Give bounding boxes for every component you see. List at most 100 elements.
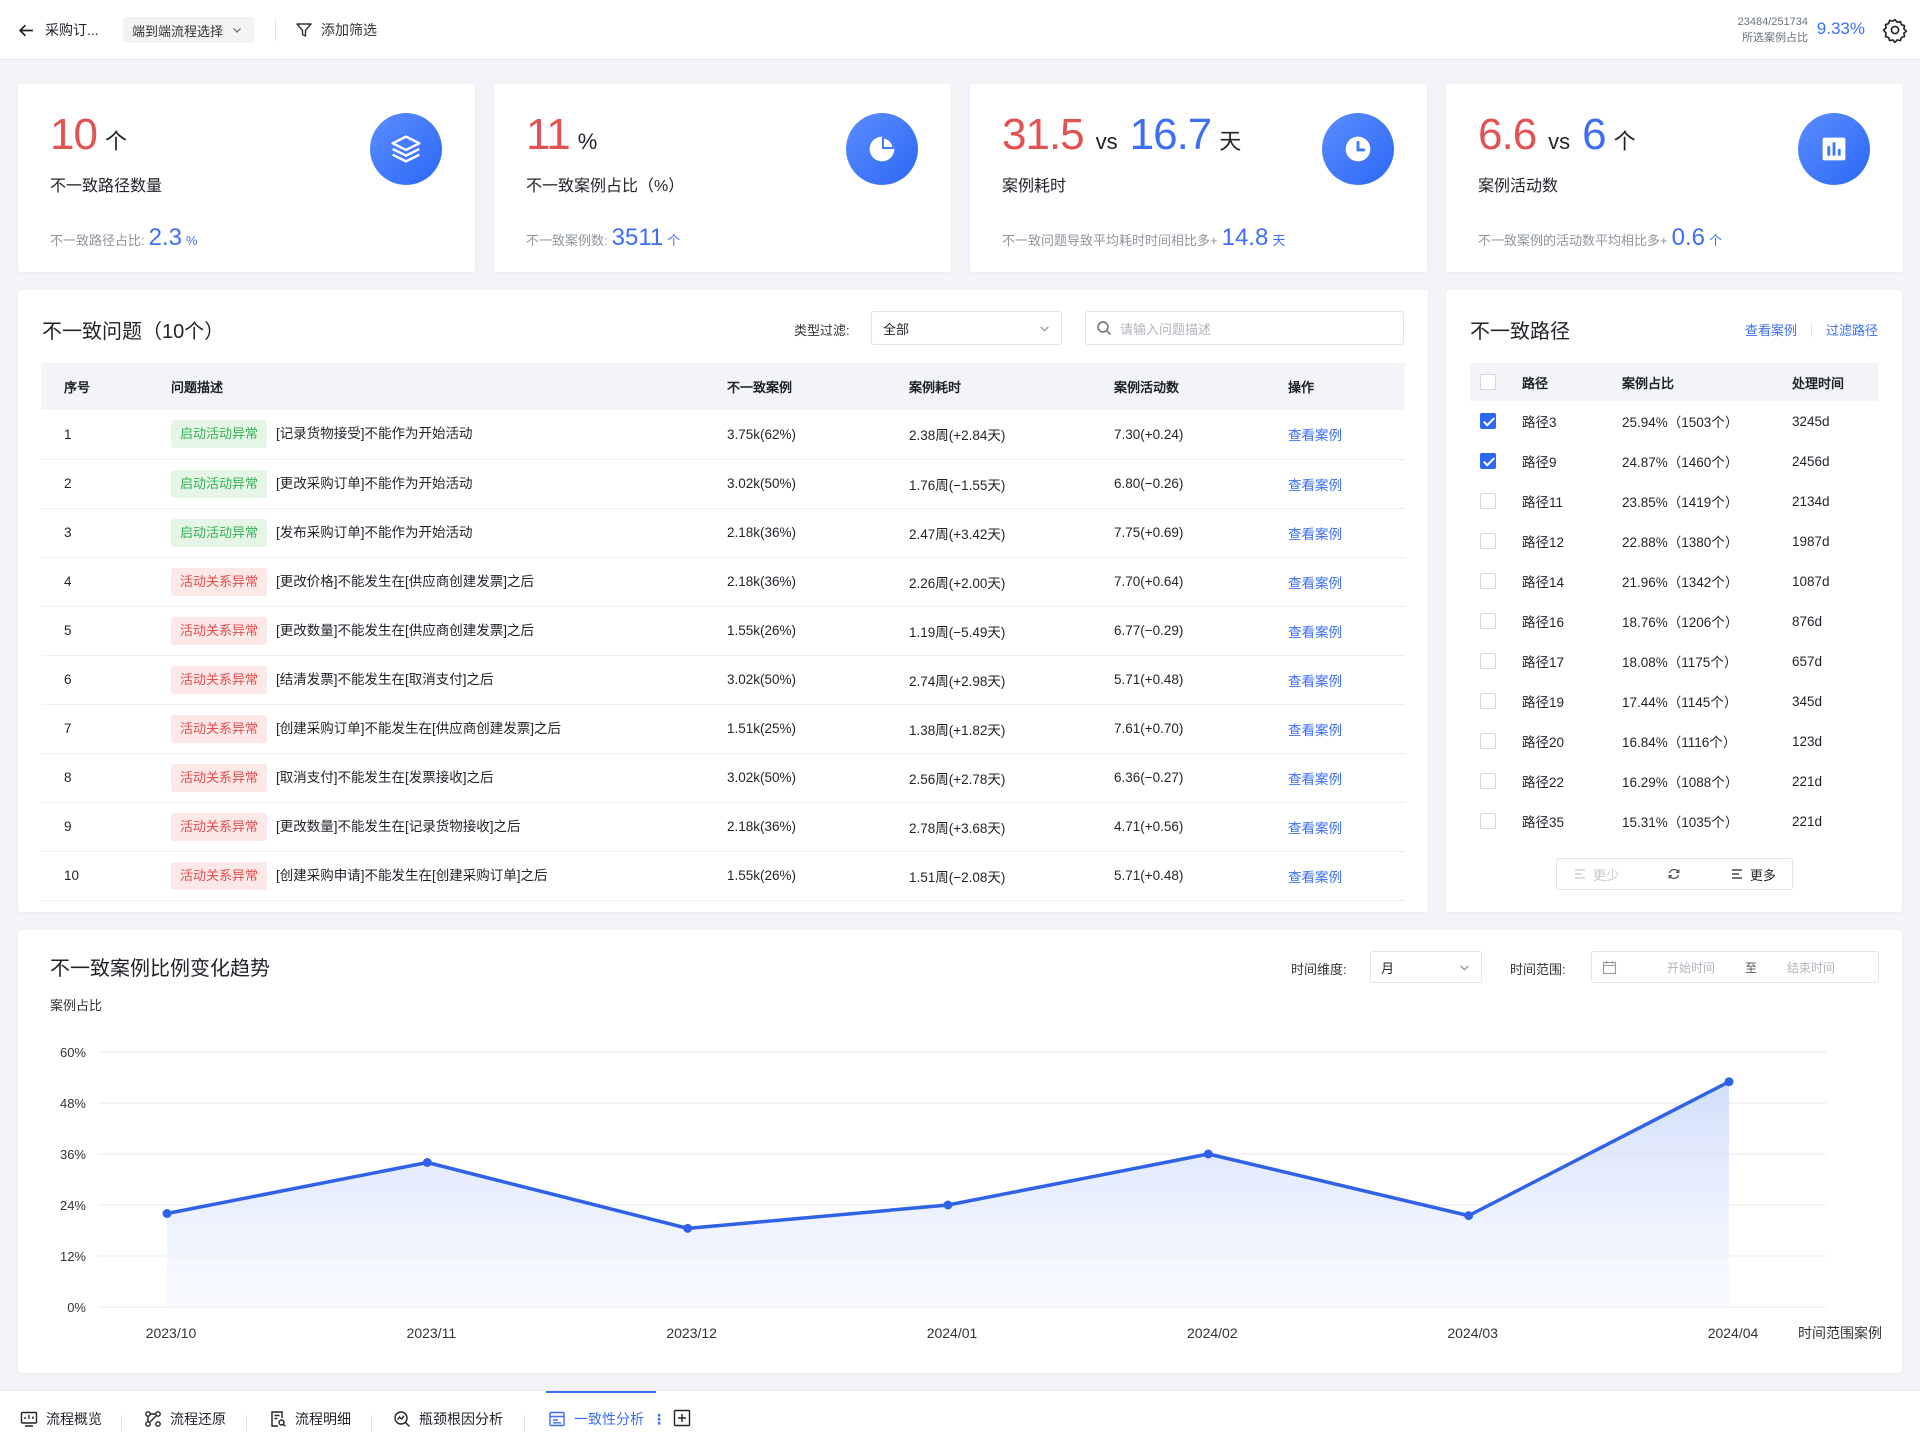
- case-duration: 2.38周(+2.84天): [909, 410, 1114, 460]
- path-checkbox[interactable]: [1480, 533, 1496, 550]
- filter-path-link[interactable]: 过滤路径: [1825, 323, 1878, 338]
- process-select[interactable]: 端到端流程选择: [123, 17, 254, 43]
- chevron-down-icon: [1040, 325, 1049, 332]
- view-cases-link[interactable]: 查看案例: [1288, 428, 1342, 444]
- view-cases-link[interactable]: 查看案例: [1288, 722, 1342, 738]
- case-activity-count: 5.71(+0.48): [1114, 851, 1288, 901]
- calendar-icon: [1602, 960, 1617, 974]
- path-checkbox[interactable]: [1480, 573, 1496, 590]
- col-header[interactable]: 案例活动数: [1114, 363, 1288, 410]
- view-cases-cell: 查看案例: [1288, 851, 1405, 901]
- table-row[interactable]: 路径22 16.29%（1088个） 221d: [1470, 761, 1878, 801]
- path-checkbox[interactable]: [1480, 493, 1496, 510]
- tab-process-detail[interactable]: 流程明细: [269, 1409, 351, 1429]
- table-row[interactable]: 路径17 18.08%（1175个） 657d: [1470, 641, 1878, 681]
- pie-icon: [846, 113, 918, 185]
- kpi-unit: 个: [1613, 129, 1636, 154]
- tab-consistency-analysis[interactable]: 一致性分析 ⋮: [548, 1409, 666, 1429]
- issue-description: [创建采购申请]不能发生在[创建采购订单]之后: [276, 867, 548, 883]
- path-checkbox[interactable]: [1480, 693, 1496, 710]
- table-row[interactable]: 路径20 16.84%（1116个） 123d: [1470, 721, 1878, 761]
- col-header[interactable]: 案例耗时: [909, 363, 1114, 410]
- col-header[interactable]: 处理时间: [1792, 363, 1878, 401]
- x-axis-label: 时间范围案例: [1798, 1325, 1882, 1341]
- table-row[interactable]: 路径19 17.44%（1145个） 345d: [1470, 681, 1878, 721]
- col-header[interactable]: 不一致案例: [727, 363, 909, 410]
- issue-description-cell: 活动关系异常 [取消支付]不能发生在[发票接收]之后: [171, 753, 727, 803]
- end-time-placeholder[interactable]: 结束时间: [1787, 960, 1836, 975]
- view-cases-link[interactable]: 查看案例: [1288, 575, 1342, 591]
- path-case-ratio: 25.94%（1503个）: [1622, 415, 1739, 430]
- path-checkbox[interactable]: [1480, 453, 1496, 470]
- time-dim-value: 月: [1381, 960, 1395, 976]
- add-filter-button[interactable]: 添加筛选: [295, 20, 377, 40]
- table-row[interactable]: 路径35 15.31%（1035个） 221d: [1470, 801, 1878, 841]
- table-row: 1 启动活动异常 [记录货物接受]不能作为开始活动 3.75k(62%) 2.38周(+…: [41, 410, 1405, 460]
- table-row[interactable]: 路径11 23.85%（1419个） 2134d: [1470, 481, 1878, 521]
- inconsistent-cases: 2.18k(36%): [727, 557, 909, 607]
- path-checkbox[interactable]: [1480, 733, 1496, 750]
- table-row[interactable]: 路径16 18.76%（1206个） 876d: [1470, 601, 1878, 641]
- more-button[interactable]: 更多: [1714, 859, 1792, 889]
- back-button[interactable]: 采购订...: [18, 20, 99, 40]
- path-checkbox[interactable]: [1480, 413, 1496, 430]
- case-ratio-info: 23484/251734 所选案例占比: [1738, 14, 1808, 46]
- tab-bottleneck-analysis[interactable]: 瓶颈根因分析: [393, 1409, 503, 1429]
- tab-label: 流程概览: [46, 1411, 102, 1427]
- row-number: 5: [41, 606, 171, 656]
- view-cases-link[interactable]: 查看案例: [1288, 771, 1342, 787]
- range-to-label: 至: [1745, 960, 1758, 975]
- view-cases-link[interactable]: 查看案例: [1288, 673, 1342, 689]
- view-cases-link[interactable]: 查看案例: [1288, 624, 1342, 640]
- path-name: 路径12: [1522, 535, 1565, 550]
- refresh-button[interactable]: [1635, 859, 1713, 889]
- checkbox-cell: [1470, 801, 1522, 841]
- issue-type-tag: 活动关系异常: [171, 665, 268, 694]
- view-cases-link[interactable]: 查看案例: [1744, 323, 1797, 338]
- less-button[interactable]: 更少: [1557, 859, 1635, 889]
- start-time-placeholder[interactable]: 开始时间: [1667, 960, 1716, 975]
- table-row[interactable]: 路径14 21.96%（1342个） 1087d: [1470, 561, 1878, 601]
- add-tab-button[interactable]: [673, 1409, 691, 1427]
- case-activity-count: 6.77(−0.29): [1114, 606, 1288, 656]
- tab-menu-icon[interactable]: ⋮: [652, 1410, 666, 1427]
- table-row[interactable]: 路径3 25.94%（1503个） 3245d: [1470, 401, 1878, 441]
- kpi-unit: %: [577, 129, 598, 154]
- kpi-value-inconsistent: 31.5: [1002, 110, 1085, 159]
- monitor-icon: [20, 1411, 38, 1427]
- issue-search-input[interactable]: 请输入问题描述: [1085, 311, 1404, 345]
- path-checkbox[interactable]: [1480, 653, 1496, 670]
- time-dim-select[interactable]: 月: [1370, 951, 1482, 983]
- path-checkbox[interactable]: [1480, 613, 1496, 630]
- issue-description: [记录货物接受]不能作为开始活动: [276, 426, 473, 442]
- type-filter-select[interactable]: 全部: [871, 311, 1062, 345]
- tab-process-overview[interactable]: 流程概览: [20, 1409, 102, 1429]
- tab-process-restore[interactable]: 流程还原: [144, 1409, 226, 1429]
- kpi-sub-value: 14.8: [1221, 224, 1269, 251]
- time-range-picker[interactable]: 开始时间 至 结束时间: [1591, 951, 1879, 983]
- issue-description-cell: 活动关系异常 [更改数量]不能发生在[记录货物接收]之后: [171, 802, 727, 852]
- path-checkbox[interactable]: [1480, 813, 1496, 830]
- kpi-value-row: 11 %: [526, 110, 597, 160]
- table-row[interactable]: 路径9 24.87%（1460个） 2456d: [1470, 441, 1878, 481]
- kpi-value-consistent: 16.7: [1129, 110, 1213, 159]
- gear-icon[interactable]: [1882, 17, 1908, 43]
- path-case-ratio: 17.44%（1145个）: [1622, 695, 1738, 710]
- col-header[interactable]: 问题描述: [171, 363, 727, 410]
- select-all-checkbox[interactable]: [1480, 374, 1496, 391]
- col-header[interactable]: 序号: [41, 363, 171, 410]
- view-cases-link[interactable]: 查看案例: [1288, 869, 1342, 885]
- path-checkbox[interactable]: [1480, 773, 1496, 790]
- view-cases-link[interactable]: 查看案例: [1288, 526, 1342, 542]
- checkbox-cell: [1470, 601, 1522, 641]
- divider: [371, 1415, 372, 1431]
- kpi-unit: 个: [104, 129, 127, 154]
- view-cases-link[interactable]: 查看案例: [1288, 820, 1342, 836]
- arrow-left-icon: [18, 24, 33, 36]
- kpi-card-case-duration: 31.5 vs 16.7 天 案例耗时 不一致问题导致平均耗时时间相比多+ 14…: [970, 84, 1427, 272]
- view-cases-link[interactable]: 查看案例: [1288, 477, 1342, 493]
- filter-icon: [296, 23, 312, 37]
- col-header[interactable]: 案例占比: [1622, 363, 1792, 401]
- table-row[interactable]: 路径12 22.88%（1380个） 1987d: [1470, 521, 1878, 561]
- kpi-unit: 天: [1219, 129, 1242, 154]
